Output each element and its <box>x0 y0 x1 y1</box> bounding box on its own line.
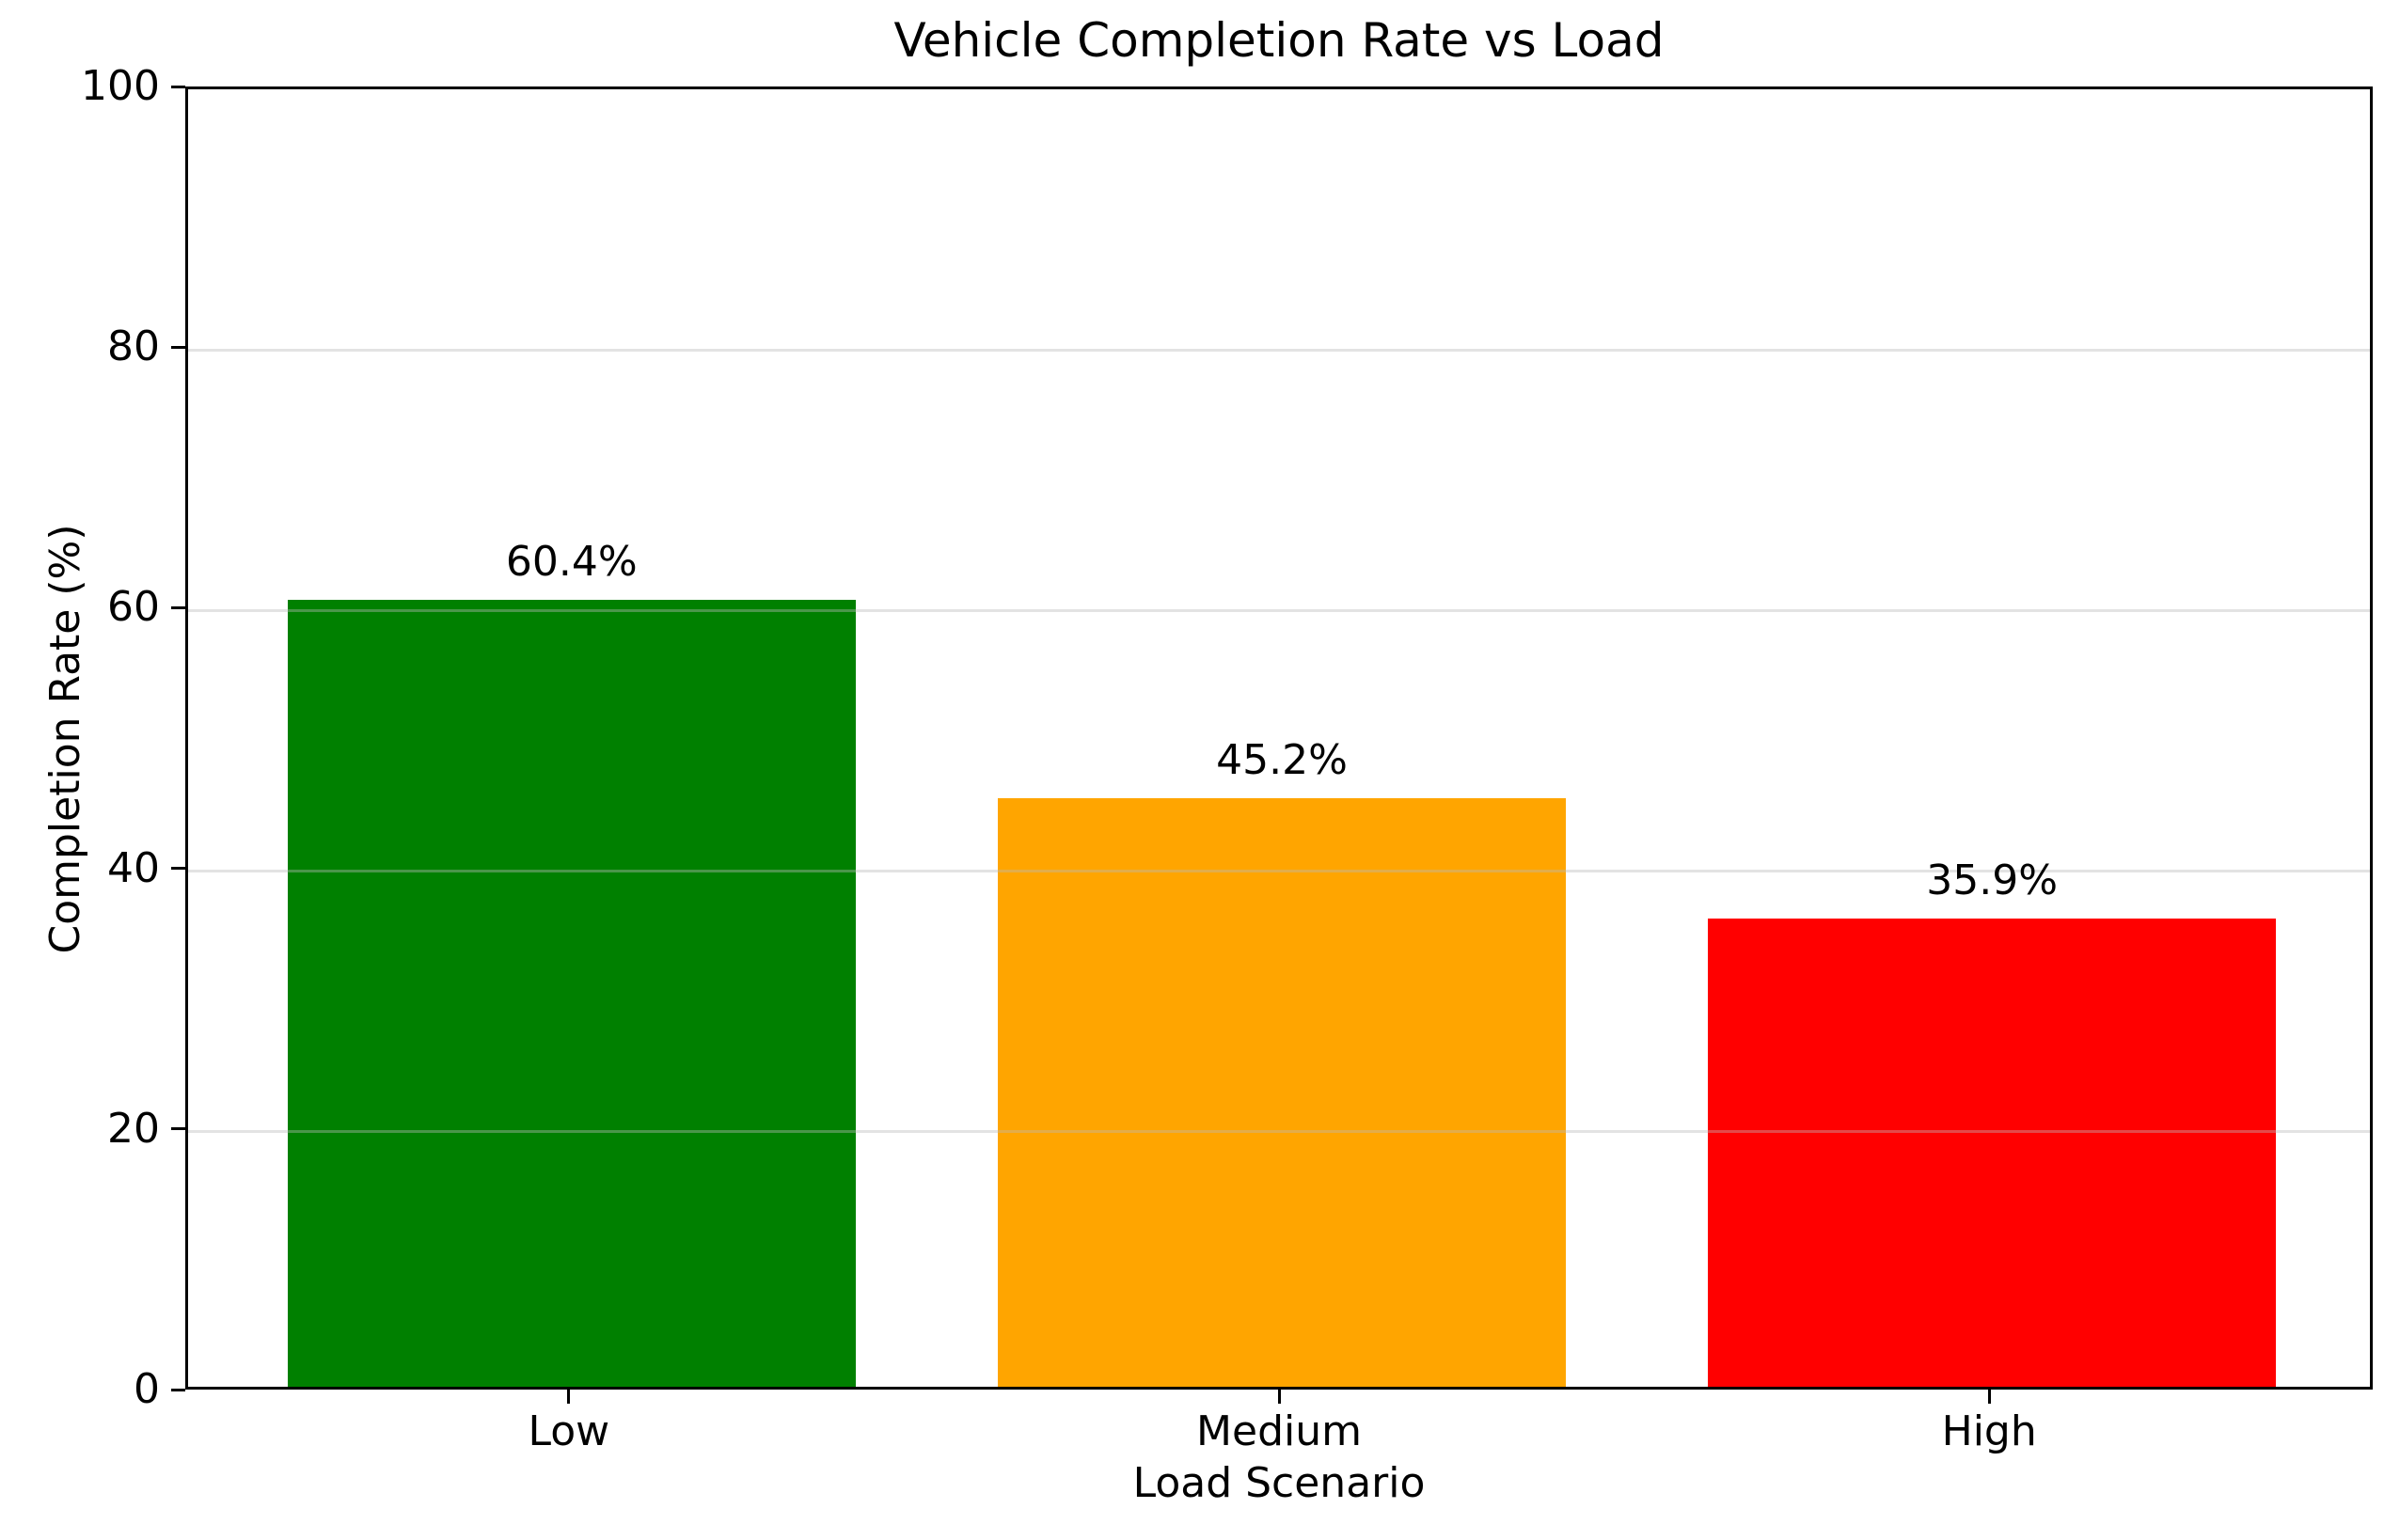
gridline-y-60 <box>188 608 2370 612</box>
y-tick-label-100: 100 <box>81 62 160 110</box>
y-tick-label-40: 40 <box>107 843 160 892</box>
gridline-y-20 <box>188 1130 2370 1134</box>
y-tick-label-60: 60 <box>107 583 160 632</box>
y-tick-label-20: 20 <box>107 1104 160 1153</box>
bar-low <box>287 599 856 1387</box>
y-tick-mark-80 <box>171 345 185 349</box>
bar-value-label-medium: 45.2% <box>1216 735 1348 784</box>
x-tick-label-medium: Medium <box>1196 1407 1362 1455</box>
y-tick-mark-40 <box>171 867 185 871</box>
y-tick-mark-20 <box>171 1127 185 1131</box>
x-tick-mark-low <box>567 1390 571 1404</box>
chart-title: Vehicle Completion Rate vs Load <box>893 13 1665 68</box>
bar-value-label-high: 35.9% <box>1926 856 2059 905</box>
x-tick-label-high: High <box>1941 1407 2037 1455</box>
y-tick-label-80: 80 <box>107 322 160 371</box>
bar-value-label-low: 60.4% <box>505 537 638 586</box>
gridline-y-40 <box>188 870 2370 873</box>
y-tick-mark-100 <box>171 85 185 88</box>
y-tick-mark-60 <box>171 605 185 609</box>
bar-high <box>1708 919 2277 1387</box>
x-tick-label-low: Low <box>528 1407 610 1455</box>
y-tick-label-0: 0 <box>134 1365 160 1413</box>
x-axis-label: Load Scenario <box>1132 1459 1426 1507</box>
x-tick-mark-high <box>1987 1390 1991 1404</box>
x-tick-mark-medium <box>1277 1390 1281 1404</box>
y-axis-label: Completion Rate (%) <box>41 524 89 954</box>
plot-area: 60.4% 45.2% 35.9% <box>185 86 2373 1390</box>
gridline-y-80 <box>188 348 2370 352</box>
y-tick-mark-0 <box>171 1388 185 1391</box>
bar-medium <box>997 797 1567 1387</box>
